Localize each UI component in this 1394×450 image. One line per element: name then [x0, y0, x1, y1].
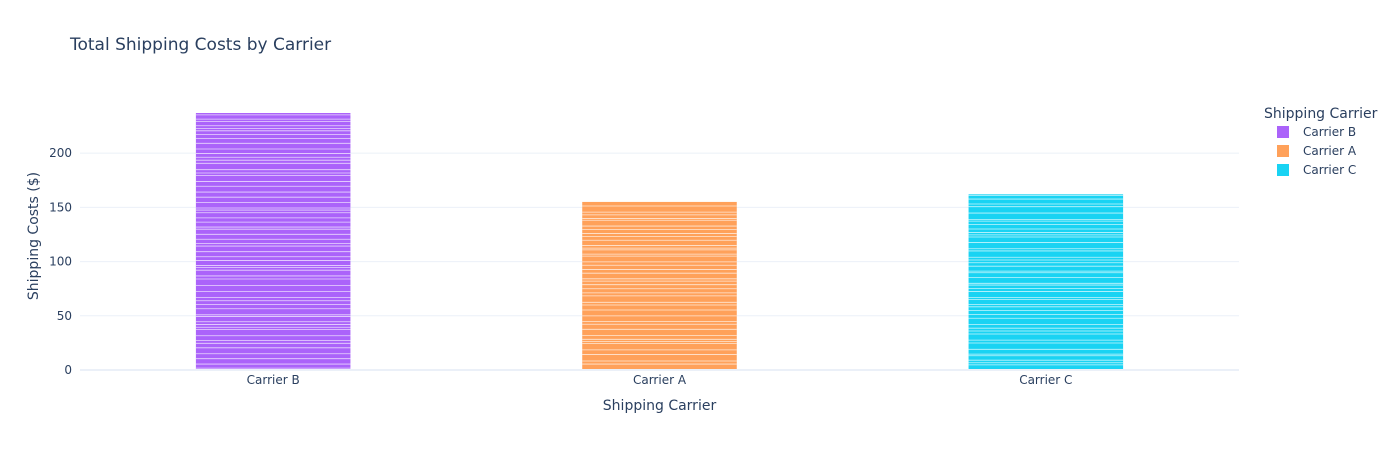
legend-item[interactable]: Carrier C [1277, 163, 1356, 177]
legend-items: Carrier B Carrier A Carrier C [1277, 125, 1357, 177]
bar[interactable] [582, 201, 737, 370]
x-tick-label: Carrier C [1019, 373, 1072, 387]
bar-carrier-b[interactable] [195, 113, 351, 370]
bars [195, 113, 1124, 370]
legend-swatch [1277, 145, 1289, 157]
chart-title: Total Shipping Costs by Carrier [69, 35, 331, 55]
legend-swatch [1277, 126, 1289, 138]
y-tick-label: 100 [49, 255, 72, 269]
legend-item[interactable]: Carrier A [1277, 144, 1357, 158]
bar-carrier-a[interactable] [582, 201, 737, 370]
legend-swatch [1277, 164, 1289, 176]
bar[interactable] [968, 194, 1124, 370]
y-axis-ticks: 0 50 100 150 200 [49, 146, 72, 377]
legend-label: Carrier B [1303, 125, 1356, 139]
y-tick-label: 150 [49, 200, 72, 214]
x-tick-label: Carrier A [633, 373, 687, 387]
y-tick-label: 0 [64, 363, 72, 377]
y-tick-label: 50 [57, 309, 72, 323]
bar[interactable] [195, 113, 351, 370]
legend-label: Carrier C [1303, 163, 1356, 177]
x-axis-ticks: Carrier B Carrier A Carrier C [247, 373, 1073, 387]
legend-label: Carrier A [1303, 144, 1357, 158]
bar-carrier-c[interactable] [968, 194, 1124, 370]
x-axis-title: Shipping Carrier [603, 398, 717, 414]
y-tick-label: 200 [49, 146, 72, 160]
legend-item[interactable]: Carrier B [1277, 125, 1356, 139]
y-axis-title: Shipping Costs ($) [26, 172, 42, 300]
legend-title: Shipping Carrier [1264, 106, 1378, 122]
x-tick-label: Carrier B [247, 373, 300, 387]
